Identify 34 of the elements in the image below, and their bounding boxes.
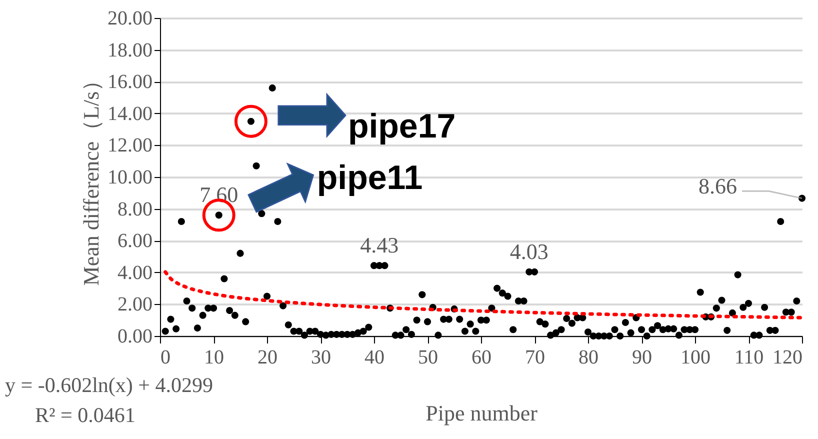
y-tick-label: 16.00: [108, 71, 152, 94]
x-tick-label: 70: [525, 346, 545, 368]
y-axis-title: Mean difference（L/s）: [78, 69, 104, 286]
y-tick-label: 20.00: [108, 8, 152, 30]
data-label: 8.66: [698, 173, 737, 198]
x-tick-label: 60: [472, 346, 492, 368]
y-tick-label: 8.00: [118, 198, 152, 220]
data-label: 4.03: [510, 238, 548, 264]
data-label: 4.43: [360, 232, 399, 258]
y-tick-label: 10.00: [108, 166, 152, 188]
y-tick-label: 0.00: [118, 326, 152, 348]
y-tick-label: 4.00: [118, 262, 152, 284]
annotation: pipe11: [316, 159, 423, 198]
y-tick-label: 6.00: [118, 230, 152, 252]
x-tick-label: 100: [680, 346, 710, 368]
y-tick-label: 2.00: [118, 294, 152, 316]
x-tick-label: 90: [632, 346, 652, 368]
x-tick-label: 30: [311, 346, 331, 368]
x-tick-label: 0: [160, 346, 170, 368]
y-tick-label: 14.00: [108, 102, 152, 125]
x-tick-label: 10: [204, 346, 224, 368]
x-axis-title: Pipe number: [426, 400, 538, 426]
annotation: pipe17: [348, 107, 456, 146]
text: y = -0.602ln(x) + 4.0299: [5, 373, 214, 397]
x-tick-label: 20: [258, 346, 278, 368]
y-tick-label: 18.00: [108, 39, 152, 62]
text: R² = 0.0461: [35, 403, 136, 427]
x-tick-label: 50: [418, 346, 438, 368]
y-tick-label: 12.00: [108, 134, 152, 157]
x-tick-label: 80: [578, 346, 598, 368]
line-series: [164, 270, 804, 320]
x-tick-label: 110: [734, 346, 764, 368]
x-tick-label: 40: [364, 346, 384, 368]
x-tick-label: 120: [772, 346, 802, 368]
